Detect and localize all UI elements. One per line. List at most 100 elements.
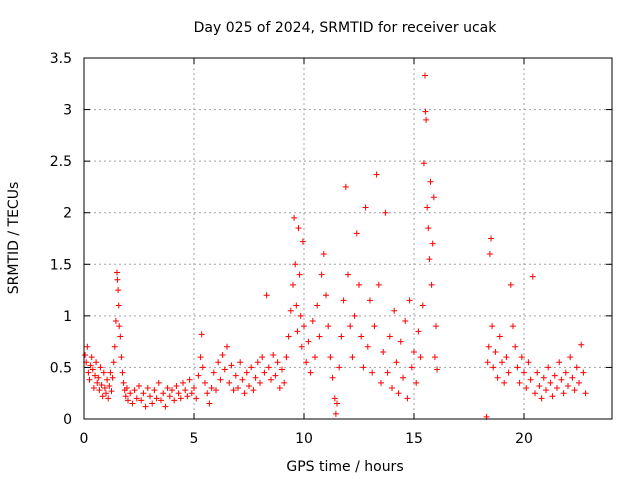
data-point [180, 379, 186, 386]
data-point [246, 382, 252, 389]
data-point [402, 318, 409, 325]
data-point [578, 341, 585, 348]
data-point [93, 359, 100, 366]
data-point [360, 364, 367, 371]
data-point [116, 323, 123, 330]
data-point [131, 387, 138, 394]
y-tick-label: 3 [63, 103, 72, 119]
data-point [120, 379, 127, 386]
data-point [115, 287, 122, 294]
data-point [510, 323, 516, 330]
data-point [162, 403, 169, 410]
data-point [117, 333, 124, 340]
data-point [327, 354, 334, 361]
data-point [237, 359, 244, 366]
data-point [490, 364, 497, 371]
data-point [551, 372, 558, 379]
axis-ticks: 0 0.5 1 1.5 2 2.5 3 3.5 0 5 10 15 20 [50, 51, 612, 447]
data-point [353, 230, 360, 237]
data-point [316, 333, 323, 340]
data-point [230, 387, 237, 394]
data-point [382, 209, 389, 216]
data-point [303, 359, 310, 366]
data-point [562, 369, 569, 376]
data-point [164, 385, 171, 392]
data-point [226, 379, 233, 386]
data-point [153, 395, 160, 402]
data-point [208, 385, 215, 392]
data-point [305, 338, 312, 345]
data-point [299, 238, 306, 245]
data-point [485, 343, 492, 350]
data-point [86, 376, 93, 383]
data-point [422, 108, 429, 115]
data-point [573, 364, 580, 371]
data-point [424, 204, 431, 211]
data-point [142, 403, 149, 410]
data-point [406, 297, 413, 304]
data-point [428, 281, 435, 288]
data-point [529, 273, 536, 280]
data-point [287, 307, 294, 314]
data-point [349, 354, 356, 361]
data-point [427, 178, 434, 185]
data-point [197, 354, 204, 361]
data-point [252, 374, 259, 381]
data-point [281, 379, 288, 386]
data-point [217, 376, 224, 383]
data-point [496, 333, 503, 340]
data-point [272, 372, 279, 379]
data-point [96, 387, 103, 394]
data-point [265, 364, 272, 371]
data-point [151, 387, 158, 394]
data-point [389, 385, 395, 392]
grid-lines [84, 58, 612, 419]
data-point [175, 390, 182, 397]
data-point [279, 366, 285, 373]
data-point [549, 393, 556, 400]
data-point [290, 281, 296, 288]
data-point [112, 318, 119, 325]
data-point [434, 366, 441, 373]
data-point [512, 343, 519, 350]
data-point [149, 400, 156, 407]
data-point [109, 374, 116, 381]
data-point [312, 354, 318, 361]
data-point [492, 348, 499, 355]
data-point [420, 160, 427, 167]
data-point [108, 388, 115, 395]
data-point [250, 387, 257, 394]
data-point [186, 376, 193, 383]
data-point [110, 359, 117, 366]
data-point [97, 364, 104, 371]
data-point [133, 395, 140, 402]
y-tick-label: 2 [63, 206, 72, 222]
data-point [182, 387, 189, 394]
data-point [243, 369, 250, 376]
data-point [543, 387, 549, 394]
data-point [516, 379, 523, 386]
data-point [580, 369, 587, 376]
data-point [155, 379, 162, 386]
data-point [364, 343, 371, 350]
data-point [239, 376, 246, 383]
data-point [144, 385, 151, 392]
data-point [545, 364, 552, 371]
data-point [283, 354, 290, 361]
data-point [411, 348, 417, 355]
data-point [95, 374, 102, 381]
data-point [219, 352, 226, 359]
data-point [391, 307, 398, 314]
x-tick-label: 10 [295, 431, 313, 447]
data-point [329, 374, 336, 381]
data-point [323, 292, 329, 299]
data-point [158, 397, 164, 404]
data-point [206, 400, 213, 407]
data-point [263, 292, 270, 299]
data-point [338, 333, 345, 340]
data-point [122, 393, 129, 400]
data-point [100, 369, 107, 376]
data-point [540, 374, 547, 381]
data-point [501, 379, 508, 386]
data-point [429, 240, 436, 247]
